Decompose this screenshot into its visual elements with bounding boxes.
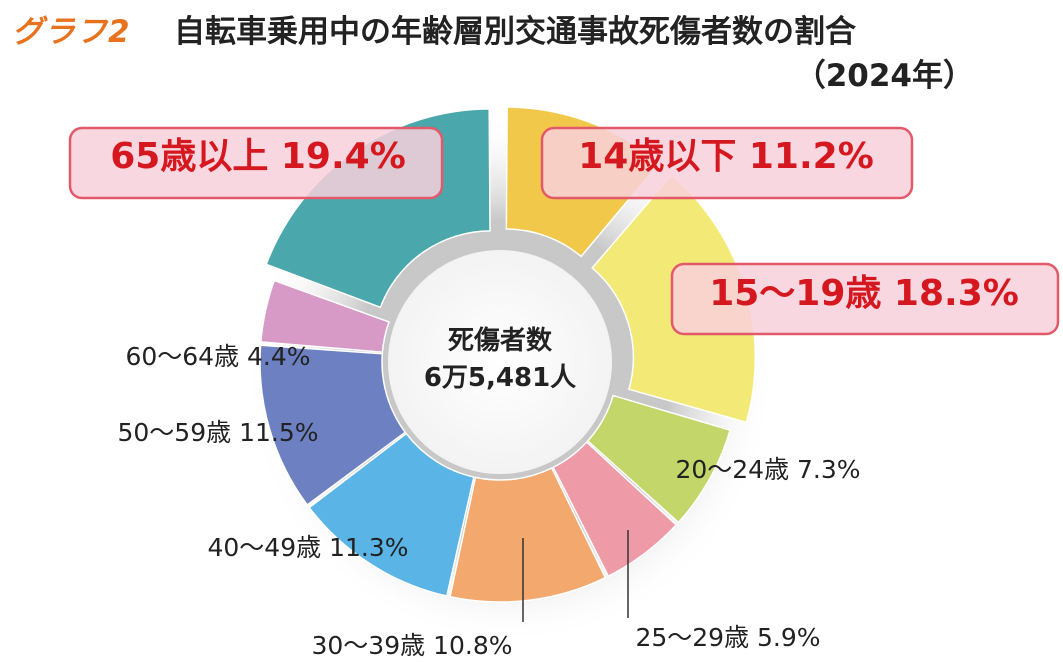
- leader-lines-group: [522, 530, 629, 622]
- slice-label-2024: 20〜24歳 7.3%: [675, 455, 860, 484]
- chart-subtitle: （2024年）: [794, 58, 974, 94]
- donut-hole: [388, 250, 612, 474]
- slice-label-2529: 25〜29歳 5.9%: [635, 623, 820, 652]
- title-area: グラフ2 自転車乗用中の年齢層別交通事故死傷者数の割合 （2024年）: [12, 4, 1052, 94]
- slice-label-6064: 60〜64歳 4.4%: [125, 342, 310, 371]
- pie-slice-5059: [259, 344, 407, 506]
- center-label-total: 6万5,481人: [424, 363, 576, 393]
- slice-label-14: 14歳以下 11.2%: [578, 136, 874, 177]
- graph-number-label: グラフ2: [12, 14, 131, 50]
- highlight-box-65: [68, 126, 444, 200]
- slice-label-65: 65歳以上 19.4%: [110, 136, 406, 177]
- highlight-box-1519: [670, 262, 1060, 336]
- pie-slice-2024: [586, 394, 732, 524]
- slice-label-1519: 15〜19歳 18.3%: [709, 273, 1019, 314]
- slice-label-5059: 50〜59歳 11.5%: [118, 418, 319, 447]
- pie-slice-4049: [308, 432, 475, 597]
- highlight-box-14: [540, 126, 914, 200]
- chart-title: 自転車乗用中の年齢層別交通事故死傷者数の割合: [174, 14, 856, 50]
- pie-slice-6064: [260, 279, 390, 353]
- labels-group: 14歳以下 11.2% 15〜19歳 18.3% 20〜24歳 7.3% 25〜29歳…: [68, 126, 1060, 660]
- slice-label-3039: 30〜39歳 10.8%: [312, 631, 513, 660]
- pie-slice-2529: [552, 441, 678, 578]
- pie-slice-3039: [449, 467, 607, 603]
- slice-label-4049: 40〜49歳 11.3%: [208, 533, 409, 562]
- center-label-title: 死傷者数: [448, 326, 553, 356]
